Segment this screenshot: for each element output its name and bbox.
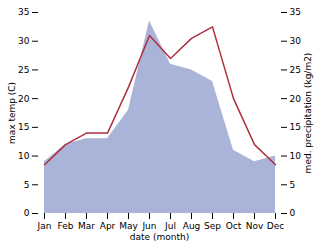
svg-text:med. precipitation (kg/m2): med. precipitation (kg/m2)	[303, 53, 313, 174]
svg-text:Aug: Aug	[183, 221, 201, 231]
svg-text:Mar: Mar	[78, 221, 95, 231]
svg-text:Oct: Oct	[226, 221, 242, 231]
svg-text:0: 0	[290, 208, 296, 218]
svg-text:Jun: Jun	[141, 221, 156, 231]
svg-text:May: May	[119, 221, 138, 231]
svg-text:Nov: Nov	[246, 221, 264, 231]
svg-text:max temp (C): max temp (C)	[7, 82, 17, 144]
svg-text:15: 15	[18, 122, 29, 132]
svg-text:20: 20	[290, 94, 302, 104]
svg-text:15: 15	[290, 122, 301, 132]
svg-text:Apr: Apr	[100, 221, 116, 231]
svg-text:10: 10	[290, 151, 302, 161]
svg-text:Jul: Jul	[164, 221, 176, 231]
svg-text:35: 35	[18, 7, 29, 17]
svg-text:5: 5	[290, 180, 296, 190]
svg-text:20: 20	[18, 94, 30, 104]
svg-text:5: 5	[24, 180, 30, 190]
svg-text:Feb: Feb	[58, 221, 74, 231]
svg-text:date (month): date (month)	[130, 232, 189, 242]
svg-text:Dec: Dec	[267, 221, 284, 231]
svg-text:Jan: Jan	[37, 221, 52, 231]
svg-text:25: 25	[18, 65, 29, 75]
svg-text:30: 30	[18, 36, 30, 46]
svg-text:25: 25	[290, 65, 301, 75]
svg-text:Sep: Sep	[204, 221, 221, 231]
svg-text:35: 35	[290, 7, 301, 17]
svg-text:0: 0	[24, 208, 30, 218]
svg-text:10: 10	[18, 151, 30, 161]
svg-text:30: 30	[290, 36, 302, 46]
